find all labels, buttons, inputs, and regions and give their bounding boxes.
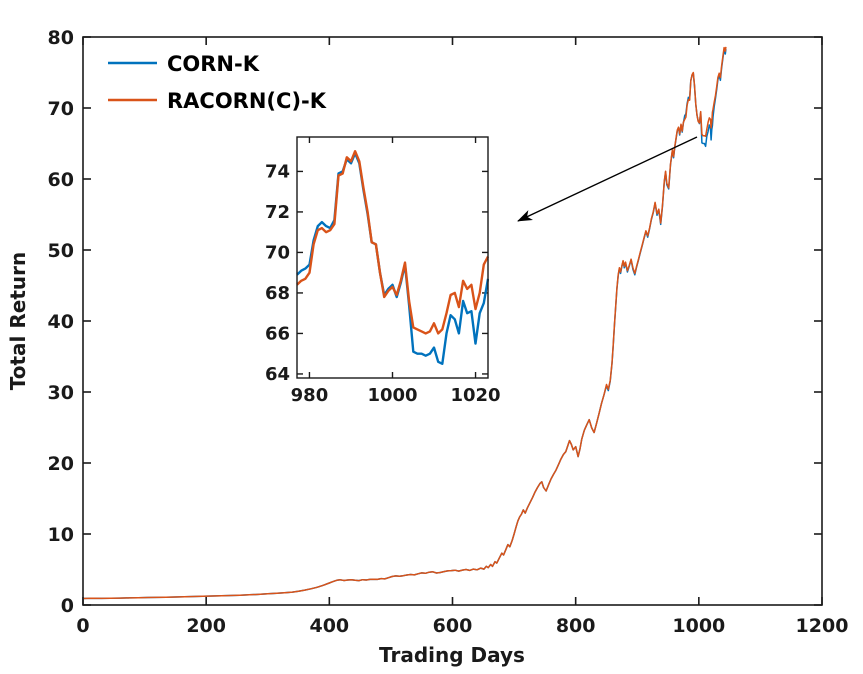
x-tick-label: 200 [186, 615, 226, 637]
x-tick-label: 1020 [450, 385, 500, 406]
y-tick-label: 10 [48, 524, 74, 546]
x-tick-label: 800 [556, 615, 596, 637]
y-tick-label: 20 [48, 453, 74, 475]
y-tick-label: 70 [265, 242, 290, 263]
y-tick-label: 66 [265, 323, 290, 344]
y-tick-label: 0 [61, 595, 74, 617]
annotation-arrow [517, 136, 698, 222]
y-tick-label: 60 [48, 169, 74, 191]
x-axis-title: Trading Days [379, 643, 525, 667]
inset-plot-area: 980 1000 1020 64 66 68 70 72 74 [265, 136, 501, 406]
series-line-corn-k [296, 151, 489, 365]
g-inset-box [296, 136, 489, 379]
y-tick-label: 74 [265, 161, 290, 182]
legend: CORN-K RACORN(C)-K [108, 52, 327, 113]
y-tick-label: 50 [48, 240, 74, 262]
arrow-line [517, 136, 698, 222]
series-line-racorn-c-k [296, 149, 489, 335]
y-tick-label: 30 [48, 382, 74, 404]
x-tick-label: 980 [291, 385, 329, 406]
y-tick-label: 68 [265, 283, 290, 304]
y-tick-label: 70 [48, 98, 74, 120]
y-tick-label: 40 [48, 311, 74, 333]
x-tick-label: 600 [433, 615, 473, 637]
y-axis-title: Total Return [6, 252, 30, 390]
x-tick-label: 1200 [796, 615, 849, 637]
series-line-racorn-c-k [82, 46, 727, 600]
g-inset-background [297, 137, 488, 378]
x-tick-label: 400 [309, 615, 349, 637]
y-tick-label: 72 [265, 202, 290, 223]
y-tick-label: 64 [265, 364, 290, 385]
x-tick-label: 1000 [672, 615, 725, 637]
y-tick-label: 80 [48, 27, 74, 49]
x-tick-label: 1000 [367, 385, 417, 406]
g-main-box [82, 36, 823, 606]
x-tick-label: 0 [76, 615, 89, 637]
legend-label-racorn-c-k: RACORN(C)-K [167, 89, 327, 113]
legend-label-corn-k: CORN-K [167, 52, 260, 76]
